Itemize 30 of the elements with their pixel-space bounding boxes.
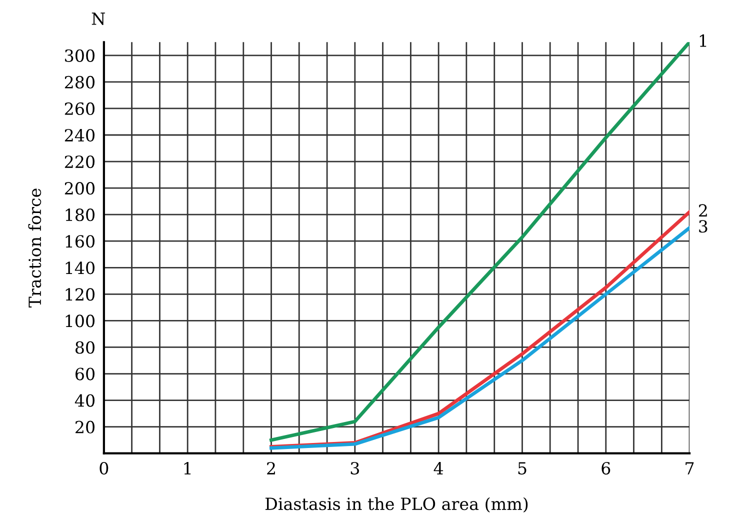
x-axis-title: Diastasis in the PLO area (mm): [265, 497, 528, 513]
y-tick-label: 260: [64, 102, 95, 116]
y-tick-label: 120: [66, 288, 95, 301]
y-tick-label: 40: [74, 394, 95, 407]
y-tick-label: 20: [76, 420, 95, 434]
x-tick-label: 4: [434, 462, 444, 474]
y-tick-label: 300: [65, 49, 95, 62]
x-tick-label: 0: [100, 462, 108, 475]
x-tick-label: 7: [686, 462, 694, 474]
x-tick-label: 6: [602, 462, 610, 475]
x-tick-label: 3: [350, 462, 359, 475]
y-tick-label: 160: [66, 235, 95, 248]
y-tick-label: 240: [64, 128, 95, 142]
x-tick-label: 5: [518, 462, 526, 475]
text: N: [92, 12, 105, 26]
series-label: 3: [699, 220, 708, 233]
y-tick-label: 180: [66, 208, 95, 222]
y-axis-title: Traction force: [28, 188, 42, 308]
line-series: [270, 42, 690, 442]
y-tick-label: 140: [66, 262, 95, 274]
series-label: 2: [699, 204, 707, 217]
y-tick-label: 80: [76, 341, 95, 354]
x-tick-label: 1: [184, 462, 191, 474]
y-tick-label: 60: [76, 368, 95, 380]
y-tick-label: 220: [64, 155, 95, 168]
y-tick-label: 200: [64, 182, 95, 195]
series-label: 1: [700, 34, 706, 47]
y-tick-label: 100: [66, 314, 95, 328]
x-tick-label: 2: [267, 462, 275, 474]
y-tick-label: 280: [64, 76, 95, 89]
